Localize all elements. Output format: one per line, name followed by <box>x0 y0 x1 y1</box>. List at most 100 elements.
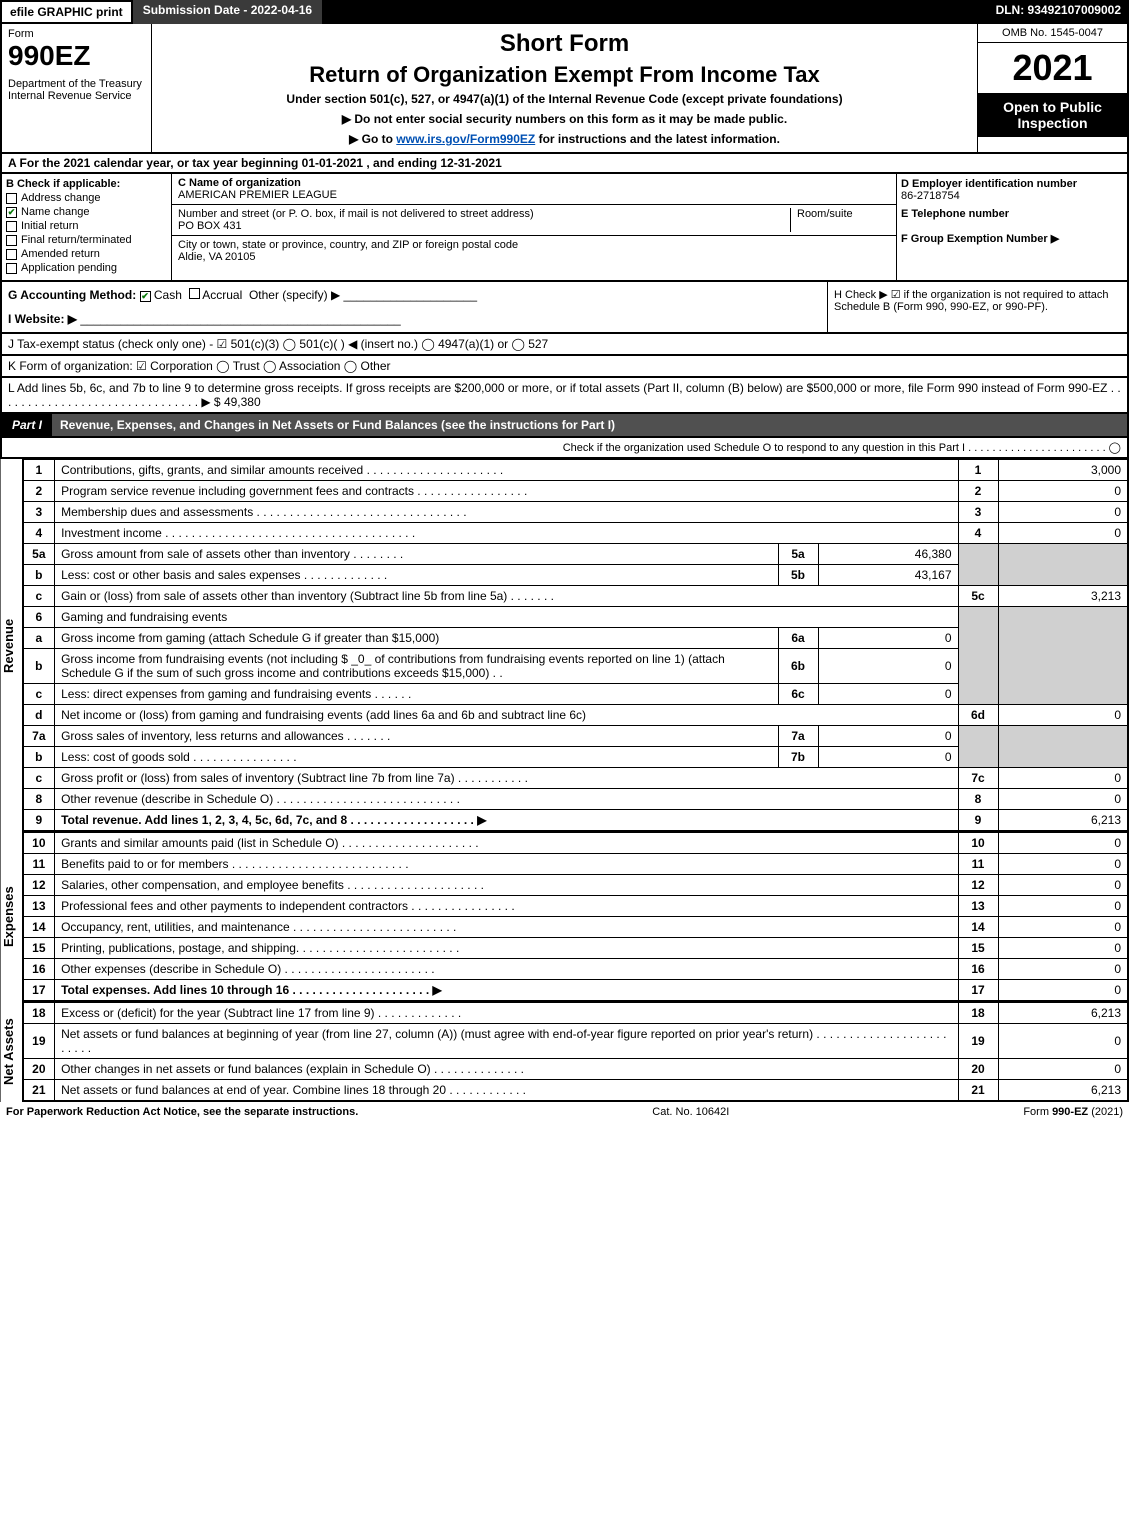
line-val: 0 <box>998 481 1128 502</box>
line-rn: 17 <box>958 980 998 1002</box>
accounting-method: G Accounting Method: ✔ Cash Accrual Othe… <box>8 288 821 302</box>
org-name: AMERICAN PREMIER LEAGUE <box>178 189 890 201</box>
line-rn: 12 <box>958 875 998 896</box>
line-label: Less: cost of goods sold . . . . . . . .… <box>55 747 778 768</box>
table-row: 20Other changes in net assets or fund ba… <box>23 1059 1128 1080</box>
check-name-change[interactable]: ✔Name change <box>6 206 167 218</box>
footer-left: For Paperwork Reduction Act Notice, see … <box>6 1106 358 1118</box>
info-grid: B Check if applicable: Address change ✔N… <box>0 174 1129 282</box>
form-word: Form <box>8 28 145 40</box>
line-no: b <box>23 565 55 586</box>
table-row: 16Other expenses (describe in Schedule O… <box>23 959 1128 980</box>
form-title-block: Short Form Return of Organization Exempt… <box>152 24 977 152</box>
table-row: cGross profit or (loss) from sales of in… <box>23 768 1128 789</box>
line-rn: 14 <box>958 917 998 938</box>
revenue-table: 1Contributions, gifts, grants, and simil… <box>22 459 1129 832</box>
line-label: Gain or (loss) from sale of assets other… <box>55 586 958 607</box>
line-val: 0 <box>998 875 1128 896</box>
subline-no: 6a <box>778 628 818 649</box>
irs-link[interactable]: www.irs.gov/Form990EZ <box>396 132 535 146</box>
line-no: 17 <box>23 980 55 1002</box>
check-address-change[interactable]: Address change <box>6 192 167 204</box>
form-number: 990EZ <box>8 40 145 72</box>
table-row: 13Professional fees and other payments t… <box>23 896 1128 917</box>
line-val: 0 <box>998 502 1128 523</box>
line-val: 0 <box>998 705 1128 726</box>
checkbox-icon <box>6 235 17 246</box>
ein-value: 86-2718754 <box>901 190 1123 202</box>
line-val: 0 <box>998 1059 1128 1080</box>
line-no: c <box>23 768 55 789</box>
check-amended-return[interactable]: Amended return <box>6 248 167 260</box>
table-row: 9Total revenue. Add lines 1, 2, 3, 4, 5c… <box>23 810 1128 832</box>
line-rn: 1 <box>958 460 998 481</box>
line-no: 9 <box>23 810 55 832</box>
line-label: Gross income from gaming (attach Schedul… <box>55 628 778 649</box>
check-application-pending[interactable]: Application pending <box>6 262 167 274</box>
checkbox-icon[interactable] <box>189 288 200 299</box>
line-no: 7a <box>23 726 55 747</box>
open-to-public: Open to Public Inspection <box>978 93 1127 137</box>
table-row: 15Printing, publications, postage, and s… <box>23 938 1128 959</box>
netassets-vlabel: Net Assets <box>0 1002 22 1102</box>
subline-val: 0 <box>818 684 958 705</box>
revenue-vlabel: Revenue <box>0 459 22 832</box>
section-k: K Form of organization: ☑ Corporation ◯ … <box>0 356 1129 378</box>
other-label: Other (specify) ▶ <box>249 288 340 302</box>
line-label: Net assets or fund balances at beginning… <box>55 1024 958 1059</box>
line-no: 16 <box>23 959 55 980</box>
subline-val: 46,380 <box>818 544 958 565</box>
check-final-return[interactable]: Final return/terminated <box>6 234 167 246</box>
website-line: I Website: ▶ ___________________________… <box>8 312 821 326</box>
city-label: City or town, state or province, country… <box>178 239 890 251</box>
line-val: 0 <box>998 980 1128 1002</box>
line-label: Net income or (loss) from gaming and fun… <box>55 705 958 726</box>
efile-print-button[interactable]: efile GRAPHIC print <box>0 0 133 24</box>
footer-center: Cat. No. 10642I <box>652 1106 729 1118</box>
checkbox-icon[interactable]: ✔ <box>140 291 151 302</box>
line-rn: 19 <box>958 1024 998 1059</box>
part-1-label: Part I <box>2 414 52 436</box>
subline-no: 7a <box>778 726 818 747</box>
part-1-title: Revenue, Expenses, and Changes in Net As… <box>52 414 1127 436</box>
section-j: J Tax-exempt status (check only one) - ☑… <box>0 334 1129 356</box>
line-rn: 16 <box>958 959 998 980</box>
line-label: Total revenue. Add lines 1, 2, 3, 4, 5c,… <box>55 810 958 832</box>
telephone-label: E Telephone number <box>901 208 1123 220</box>
table-row: 2Program service revenue including gover… <box>23 481 1128 502</box>
checkbox-icon <box>6 249 17 260</box>
line-no: 10 <box>23 833 55 854</box>
line-val: 6,213 <box>998 1080 1128 1102</box>
grey-cell <box>998 544 1128 586</box>
line-val: 0 <box>998 959 1128 980</box>
line-label: Benefits paid to or for members . . . . … <box>55 854 958 875</box>
line-rn: 18 <box>958 1003 998 1024</box>
check-label: Final return/terminated <box>21 234 132 246</box>
line-no: 12 <box>23 875 55 896</box>
section-a: A For the 2021 calendar year, or tax yea… <box>0 154 1129 174</box>
part-1-check-line: Check if the organization used Schedule … <box>0 438 1129 459</box>
form-id-block: Form 990EZ Department of the Treasury In… <box>2 24 152 152</box>
line-no: 19 <box>23 1024 55 1059</box>
page-footer: For Paperwork Reduction Act Notice, see … <box>0 1102 1129 1122</box>
subline-val: 0 <box>818 747 958 768</box>
line-val: 0 <box>998 938 1128 959</box>
check-label: Application pending <box>21 262 117 274</box>
street-label: Number and street (or P. O. box, if mail… <box>178 208 790 220</box>
table-row: 7aGross sales of inventory, less returns… <box>23 726 1128 747</box>
line-label: Gross sales of inventory, less returns a… <box>55 726 778 747</box>
check-initial-return[interactable]: Initial return <box>6 220 167 232</box>
table-row: 17Total expenses. Add lines 10 through 1… <box>23 980 1128 1002</box>
line-no: 8 <box>23 789 55 810</box>
line-label: Gross amount from sale of assets other t… <box>55 544 778 565</box>
line-rn: 13 <box>958 896 998 917</box>
line-no: 15 <box>23 938 55 959</box>
checkbox-icon: ✔ <box>6 207 17 218</box>
line-label: Excess or (deficit) for the year (Subtra… <box>55 1003 958 1024</box>
line-rn: 20 <box>958 1059 998 1080</box>
line-no: b <box>23 747 55 768</box>
line-label: Occupancy, rent, utilities, and maintena… <box>55 917 958 938</box>
table-row: 5aGross amount from sale of assets other… <box>23 544 1128 565</box>
line-no: 4 <box>23 523 55 544</box>
line-label: Membership dues and assessments . . . . … <box>55 502 958 523</box>
